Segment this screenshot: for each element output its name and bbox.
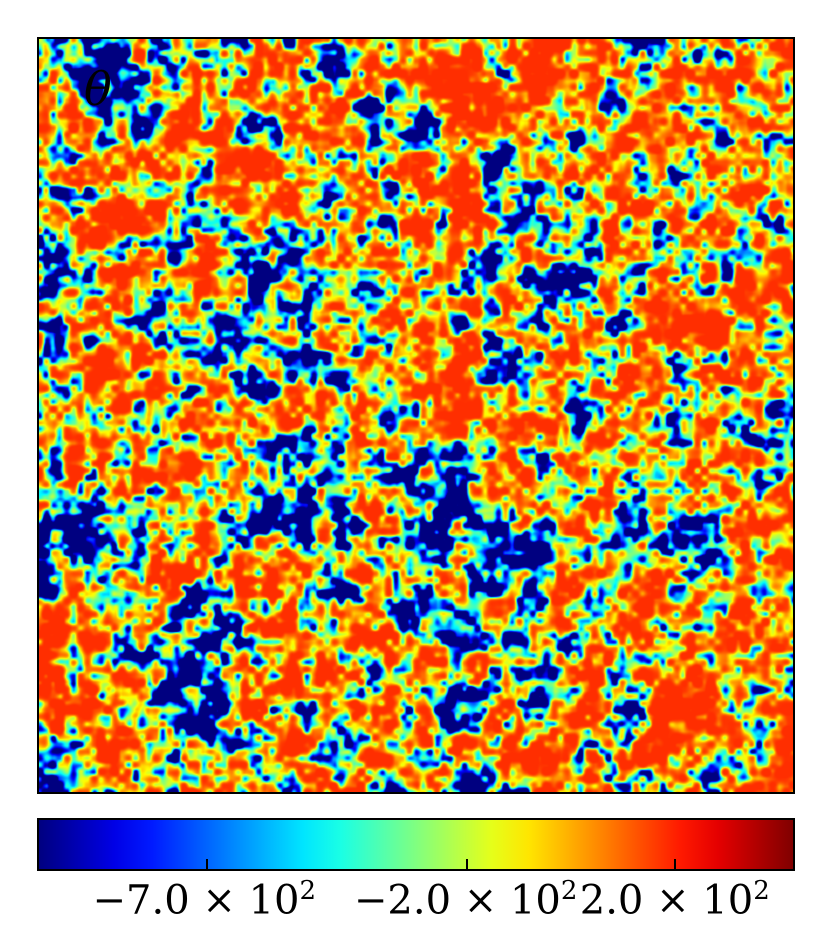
colorbar-tick	[466, 859, 469, 869]
heatmap-frame	[37, 37, 795, 794]
colorbar-tick	[206, 859, 209, 869]
colorbar-tick-label: 2.0 × 102	[579, 876, 770, 924]
colorbar-tick-label: −7.0 × 102	[92, 876, 317, 924]
heatmap-field	[39, 39, 793, 792]
colorbar-tick-label: −2.0 × 102	[353, 876, 578, 924]
panel-label: θ	[84, 62, 112, 116]
colorbar-tick	[674, 859, 677, 869]
colorbar	[37, 818, 795, 871]
